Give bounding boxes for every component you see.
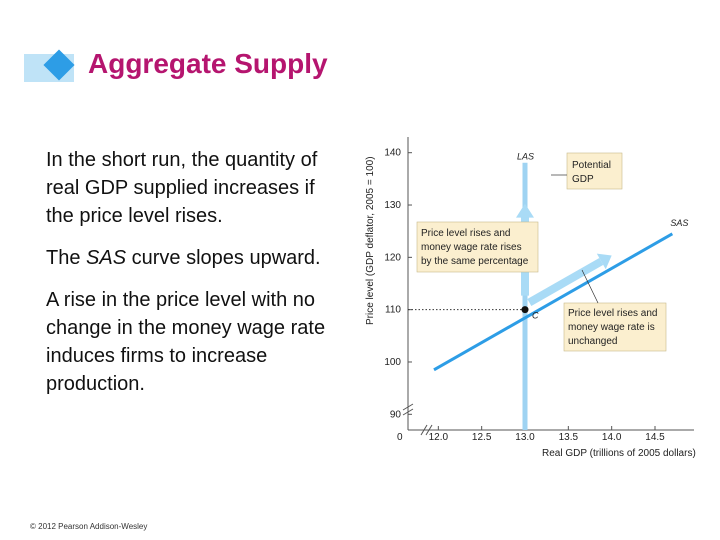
y-tick-label: 110 <box>385 305 401 316</box>
slide-title: Aggregate Supply <box>88 48 328 79</box>
along-sas-arrow-head <box>596 253 612 270</box>
sas-label: SAS <box>670 218 688 228</box>
unchanged-line1: Price level rises and <box>568 308 657 319</box>
x-tick-label: 12.5 <box>472 432 492 443</box>
sas-curve <box>433 232 674 372</box>
paragraph-sas-slope: The SAS curve slopes upward. <box>46 244 336 272</box>
para2-suffix: curve slopes upward. <box>126 247 321 269</box>
x-axis-break <box>420 424 433 436</box>
paragraph-price-rise: A rise in the price level with no change… <box>46 289 326 395</box>
paragraph-short-run: In the short run, the quantity of real G… <box>46 149 318 227</box>
y-tick-label: 100 <box>384 357 401 368</box>
y-axis-break <box>402 403 414 416</box>
x-tick-label: 12.0 <box>429 432 449 443</box>
same-percentage-box: Price level rises and money wage rate ri… <box>416 221 539 273</box>
y-tick-label: 120 <box>384 252 401 263</box>
potential-gdp-line1: Potential <box>572 160 611 171</box>
unchanged-leader <box>581 269 599 304</box>
potential-gdp-line2: GDP <box>572 174 594 185</box>
y-tick-label: 130 <box>384 200 401 211</box>
along-sas-movement-arrow <box>527 257 604 306</box>
wage-unchanged-box: Price level rises and money wage rate is… <box>563 302 667 352</box>
x-tick-label: 14.5 <box>645 432 665 443</box>
point-c-marker <box>521 306 529 314</box>
vertical-arrow-head <box>516 203 534 218</box>
para2-sas-italic: SAS <box>86 247 127 269</box>
y-axis-label: Price level (GDP deflator, 2005 = 100) <box>365 156 376 325</box>
y-tick-label: 90 <box>390 409 402 420</box>
same-pct-line2: money wage rate rises <box>421 242 522 253</box>
las-label: LAS <box>517 152 534 162</box>
unchanged-line2: money wage rate is <box>568 322 655 333</box>
potential-gdp-box: Potential GDP <box>566 152 623 190</box>
y-tick-label: 140 <box>384 148 401 159</box>
x-tick-label: 14.0 <box>602 432 622 443</box>
same-pct-line1: Price level rises and <box>421 228 510 239</box>
body-text: In the short run, the quantity of real G… <box>46 146 336 412</box>
copyright-footer: © 2012 Pearson Addison-Wesley <box>30 522 148 531</box>
origin-label: 0 <box>397 432 403 443</box>
same-pct-line3: by the same percentage <box>421 256 529 267</box>
unchanged-line3: unchanged <box>568 336 618 347</box>
para2-prefix: The <box>46 247 87 269</box>
x-tick-label: 13.5 <box>559 432 579 443</box>
x-axis-label: Real GDP (trillions of 2005 dollars) <box>542 448 696 459</box>
point-c-label: C <box>532 311 539 321</box>
x-tick-label: 13.0 <box>515 432 535 443</box>
